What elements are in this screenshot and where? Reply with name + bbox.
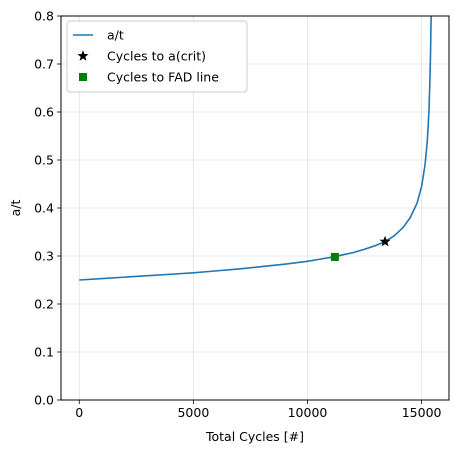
point-cycles-to-fad-line [330, 252, 339, 261]
y-axis-label: a/t [8, 200, 23, 217]
point-cycles-to-a-crit [379, 235, 391, 247]
y-tick-label: 0.2 [34, 297, 54, 312]
y-tick-label: 0.4 [34, 201, 54, 216]
legend-label: Cycles to FAD line [107, 70, 219, 85]
legend-label: Cycles to a(crit) [107, 49, 206, 64]
x-tick-label: 15000 [402, 405, 442, 420]
plot-area [79, 15, 432, 281]
y-tick-label: 0.5 [34, 153, 54, 168]
x-axis: 0 5000 10000 15000 [75, 400, 442, 420]
legend: a/t Cycles to a(crit) Cycles to FAD line [66, 20, 248, 93]
x-axis-label: Total Cycles [#] [205, 429, 304, 444]
y-tick-label: 0.6 [34, 105, 54, 120]
legend-box [66, 20, 248, 93]
series-line-a-t [79, 15, 432, 281]
legend-star-marker [77, 50, 89, 61]
x-tick-label: 10000 [288, 405, 328, 420]
y-tick-label: 0.7 [34, 57, 54, 72]
y-tick-label: 0.0 [34, 393, 54, 408]
legend-square-marker [79, 73, 87, 81]
y-tick-label: 0.8 [34, 9, 54, 24]
legend-label: a/t [107, 28, 124, 43]
y-tick-label: 0.1 [34, 345, 54, 360]
y-axis: 0.0 0.1 0.2 0.3 0.4 0.5 0.6 0.7 0.8 [34, 9, 61, 408]
y-tick-label: 0.3 [34, 249, 54, 264]
x-tick-label: 0 [75, 405, 83, 420]
grid [61, 15, 449, 401]
x-tick-label: 5000 [177, 405, 209, 420]
